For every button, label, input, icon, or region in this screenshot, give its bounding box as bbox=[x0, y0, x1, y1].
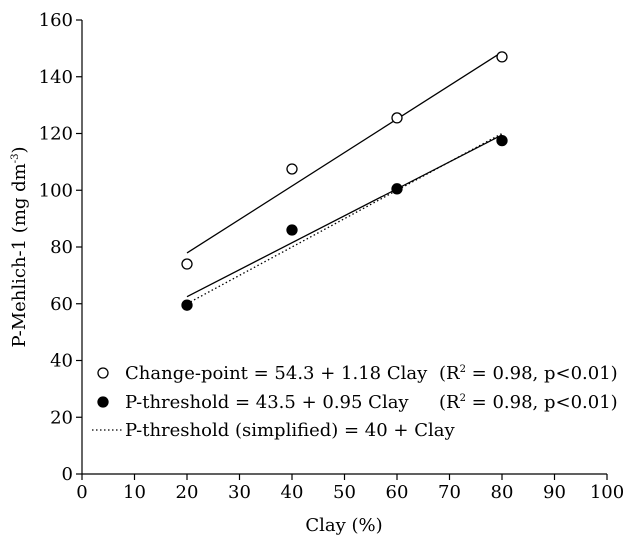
fit-line-series-0 bbox=[186, 51, 503, 254]
legend-entry-change-point: Change-point = 54.3 + 1.18 Clay (R2 = 0.… bbox=[97, 363, 618, 384]
x-tick-label: 40 bbox=[281, 482, 304, 503]
y-axis-label-superscript: -3 bbox=[10, 154, 21, 164]
x-tick-label: 80 bbox=[491, 482, 514, 503]
y-tick-label: 0 bbox=[62, 464, 73, 485]
x-tick-label: 10 bbox=[123, 482, 146, 503]
data-point-series-0 bbox=[286, 163, 298, 175]
legend-marker-open-circle bbox=[97, 367, 109, 379]
legend-stat-change-point: (R2 = 0.98, p<0.01) bbox=[439, 363, 618, 384]
data-point-series-0 bbox=[496, 51, 508, 63]
legend-marker-filled-circle bbox=[97, 396, 109, 408]
data-point-series-1 bbox=[391, 183, 403, 195]
y-axis-label-main: P-Mehlich-1 (mg dm bbox=[9, 163, 30, 347]
x-tick-label: 50 bbox=[333, 482, 356, 503]
x-tick-label: 70 bbox=[438, 482, 461, 503]
fit-line-series-1 bbox=[186, 134, 503, 298]
y-tick-label: 100 bbox=[39, 180, 73, 201]
data-point-series-0 bbox=[391, 112, 403, 124]
y-ticks: 0 20 40 60 80 100 120 140 160 bbox=[39, 10, 82, 485]
y-tick-label: 20 bbox=[50, 407, 73, 428]
y-tick-label: 40 bbox=[50, 351, 73, 372]
y-tick-label: 80 bbox=[50, 237, 73, 258]
legend-stat-p-threshold: (R2 = 0.98, p<0.01) bbox=[439, 392, 618, 413]
data-point-series-1 bbox=[286, 224, 298, 236]
x-tick-label: 20 bbox=[176, 482, 199, 503]
legend-label-change-point: Change-point = 54.3 + 1.18 Clay bbox=[125, 363, 428, 384]
fit-lines bbox=[186, 51, 503, 305]
legend-label-p-threshold: P-threshold = 43.5 + 0.95 Clay bbox=[125, 392, 409, 413]
plot-area: 0 10 20 30 40 50 60 70 80 90 100 0 20 40 60 80 100 120 14… bbox=[39, 10, 624, 503]
data-point-series-1 bbox=[496, 134, 508, 147]
y-axis-label: P-Mehlich-1 (mg dm-3) bbox=[9, 146, 30, 347]
y-axis-label-close: ) bbox=[9, 146, 30, 153]
y-tick-label: 120 bbox=[39, 124, 73, 145]
x-axis-label: Clay (%) bbox=[305, 515, 382, 536]
y-tick-label: 160 bbox=[39, 10, 73, 31]
legend-entry-p-threshold: P-threshold = 43.5 + 0.95 Clay (R2 = 0.9… bbox=[97, 392, 618, 413]
y-tick-label: 140 bbox=[39, 67, 73, 88]
x-tick-label: 0 bbox=[76, 482, 87, 503]
y-tick-label: 60 bbox=[50, 294, 73, 315]
data-point-series-0 bbox=[181, 258, 193, 270]
x-tick-label: 30 bbox=[228, 482, 251, 503]
fit-line-series-2 bbox=[186, 132, 503, 305]
x-tick-label: 100 bbox=[590, 482, 624, 503]
x-ticks: 0 10 20 30 40 50 60 70 80 90 100 bbox=[76, 474, 624, 503]
legend-entry-p-threshold-simplified: P-threshold (simplified) = 40 + Clay bbox=[92, 420, 456, 441]
data-point-series-1 bbox=[181, 299, 193, 311]
x-tick-label: 90 bbox=[543, 482, 566, 503]
x-tick-label: 60 bbox=[386, 482, 409, 503]
legend: Change-point = 54.3 + 1.18 Clay (R2 = 0.… bbox=[92, 363, 618, 441]
legend-label-p-threshold-simplified: P-threshold (simplified) = 40 + Clay bbox=[125, 420, 456, 441]
data-points bbox=[181, 51, 508, 311]
